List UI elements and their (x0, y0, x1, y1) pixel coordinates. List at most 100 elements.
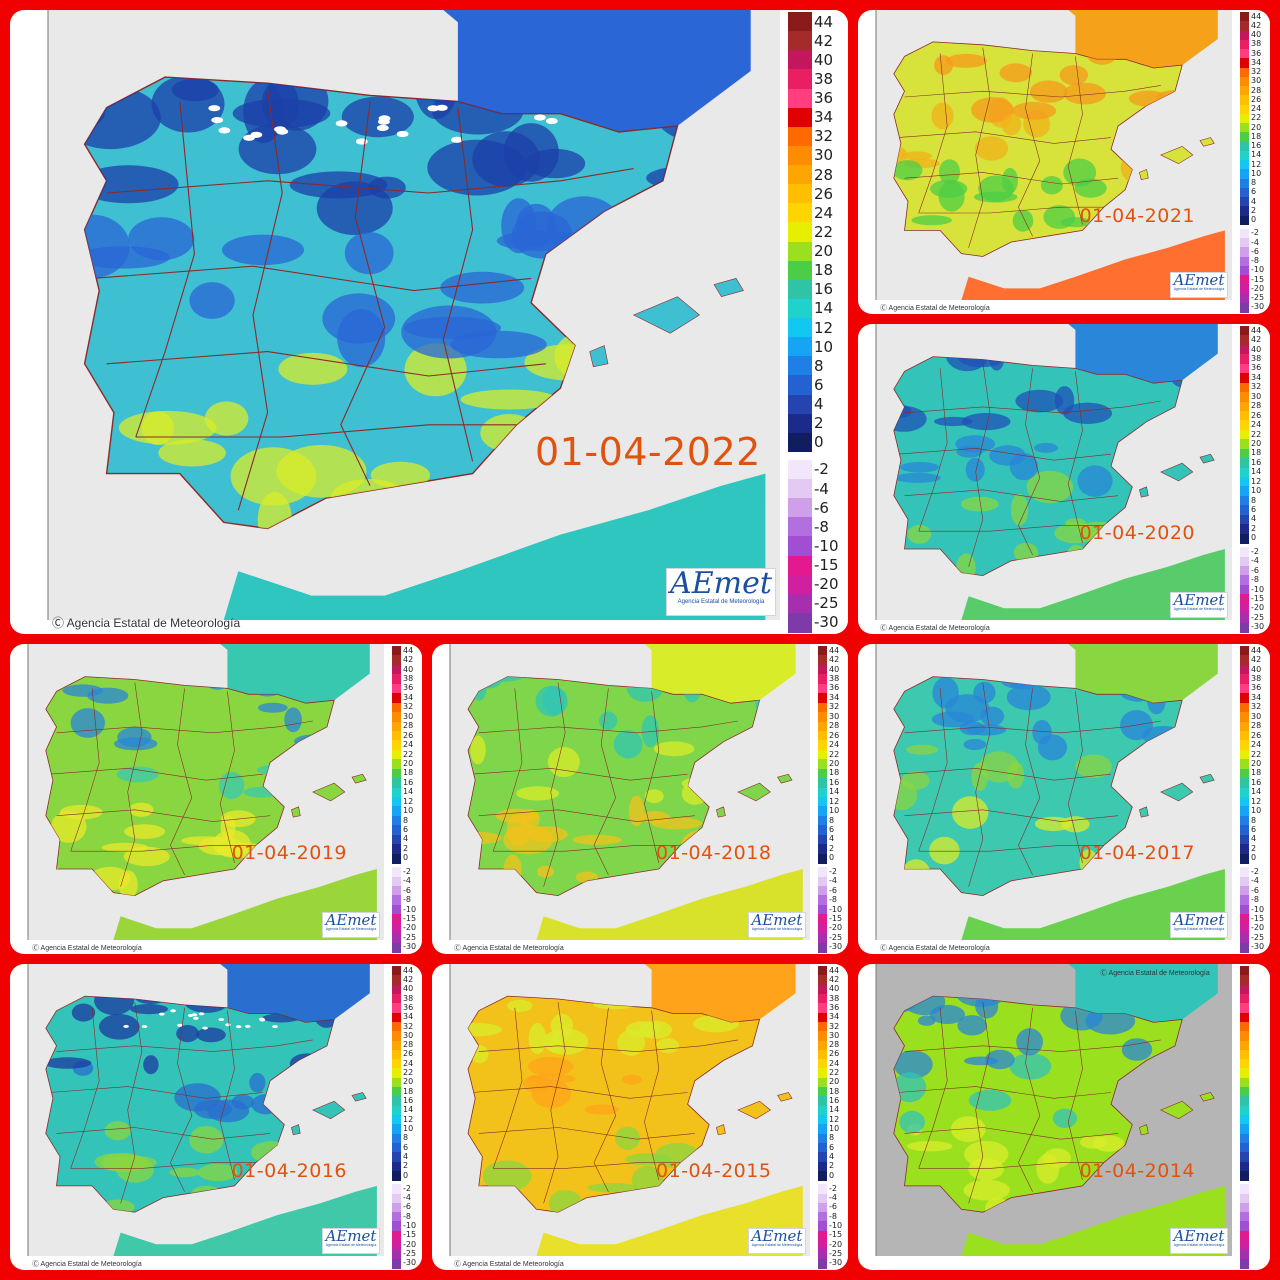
scale-swatch (788, 145, 812, 166)
scale-tick-label: 6 (1251, 187, 1257, 197)
scale-swatch (392, 1124, 401, 1135)
scale-tick-label: 22 (1251, 429, 1262, 439)
scale-swatch (1240, 373, 1249, 384)
island (1199, 1092, 1215, 1102)
scale-tick-label: 38 (403, 993, 414, 1003)
scale-tick-label: -20 (1251, 923, 1265, 933)
scale-swatch (392, 1152, 401, 1163)
scale-swatch (1240, 95, 1249, 105)
scale-tick-label: 18 (829, 768, 840, 778)
scale-swatch (1240, 1124, 1249, 1135)
scale-swatch (818, 759, 827, 770)
scale-swatch (1240, 966, 1249, 976)
scale-tick-label: 26 (829, 1049, 840, 1059)
scale-swatch (1240, 664, 1249, 675)
scale-swatch (1240, 815, 1249, 826)
scale-swatch (1240, 486, 1249, 497)
island (716, 806, 726, 818)
scale-swatch (392, 885, 401, 896)
scale-tick-label: 36 (1251, 48, 1262, 58)
scale-swatch (818, 1087, 827, 1097)
scale-tick-label: 22 (829, 749, 840, 759)
scale-swatch (392, 914, 401, 925)
island (589, 345, 609, 368)
temperature-scale: 44 42 40 38 36 34 32 30 28 26 24 22 20 18 16 14 12 10 8 6 4 2… (816, 644, 848, 954)
scale-swatch (1240, 150, 1249, 161)
africa-area (536, 1185, 803, 1256)
map-panel-2016: 01-04-2016 Ⓒ Agencia Estatal de Meteorolo… (10, 964, 422, 1270)
scale-swatch (1240, 363, 1249, 374)
scale-swatch (1240, 844, 1249, 855)
scale-swatch (1240, 187, 1249, 198)
scale-tick-label: -20 (403, 923, 417, 933)
scale-tick-label: -25 (829, 932, 843, 942)
scale-tick-label: 28 (1251, 401, 1262, 411)
aemet-logo: AEmet Agencia Estatal de Meteorología (322, 912, 380, 938)
scale-tick-label: 8 (403, 1133, 409, 1143)
scale-tick-label: -4 (1251, 876, 1259, 886)
island (777, 1092, 793, 1102)
scale-swatch (818, 702, 827, 713)
scale-swatch (1240, 693, 1249, 704)
scale-swatch (1240, 721, 1249, 732)
temperature-scale: 44 42 40 38 36 34 32 30 28 26 24 22 20 18 16 14 12 10 8 6 4 2… (390, 644, 422, 954)
scale-swatch (818, 1249, 827, 1260)
scale-swatch (818, 1230, 827, 1241)
scale-swatch (1240, 876, 1249, 887)
scale-tick-label: 18 (403, 768, 414, 778)
scale-swatch (1240, 1161, 1249, 1172)
scale-swatch (1240, 914, 1249, 925)
scale-swatch (1240, 1133, 1249, 1144)
scale-swatch (392, 993, 401, 1004)
aemet-logo: AEmet Agencia Estatal de Meteorología (1170, 592, 1228, 618)
scale-swatch (1240, 1258, 1249, 1269)
map-date-label: 01-04-2016 (231, 1159, 348, 1182)
scale-swatch (392, 1077, 401, 1088)
france-area (220, 964, 370, 1023)
scale-tick-label: 0 (1251, 533, 1257, 543)
scale-swatch (818, 1152, 827, 1163)
scale-tick-label: -30 (403, 942, 417, 952)
scale-tick-label: -8 (829, 895, 837, 905)
scale-swatch (1240, 49, 1249, 59)
scale-tick-label: 38 (1251, 674, 1262, 684)
scale-swatch (392, 815, 401, 826)
scale-swatch (818, 1170, 827, 1181)
scale-tick-label: 8 (1251, 815, 1257, 825)
scale-tick-label: 28 (829, 721, 840, 731)
scale-swatch (1240, 683, 1249, 694)
scale-tick-label: 14 (1251, 150, 1262, 160)
scale-tick-label: -6 (1251, 885, 1259, 895)
scale-tick-label: -20 (829, 923, 843, 933)
temperature-scale (1238, 964, 1270, 1270)
scale-swatch (818, 815, 827, 826)
scale-swatch (818, 867, 827, 877)
scale-swatch (392, 797, 401, 807)
scale-swatch (1240, 275, 1249, 285)
scale-tick-label: 32 (829, 1021, 840, 1031)
scale-swatch (1240, 505, 1249, 516)
scale-tick-label: 38 (1251, 354, 1262, 364)
scale-tick-label: 36 (829, 1002, 840, 1012)
scale-swatch (788, 279, 812, 300)
scale-swatch (1240, 778, 1249, 789)
aemet-logo: AEmet Agencia Estatal de Meteorología (1170, 1228, 1228, 1254)
scale-tick-label: 12 (814, 318, 834, 337)
scale-tick-label: 30 (403, 711, 414, 721)
scale-tick-label: 36 (814, 89, 834, 108)
scale-tick-label: -2 (829, 866, 837, 876)
scale-swatch (392, 1003, 401, 1014)
scale-tick-label: 26 (1251, 410, 1262, 420)
scale-tick-label: 0 (403, 853, 409, 863)
scale-tick-label: 0 (1251, 215, 1257, 225)
scale-swatch (1240, 1170, 1249, 1181)
island (716, 1124, 726, 1136)
scale-tick-label: -25 (403, 932, 417, 942)
scale-tick-label: 30 (403, 1030, 414, 1040)
scale-swatch (788, 555, 812, 576)
scale-tick-label: 2 (1251, 205, 1257, 215)
scale-tick-label: 40 (829, 664, 840, 674)
scale-swatch (818, 1212, 827, 1222)
scale-tick-label: -8 (1251, 256, 1259, 266)
scale-tick-label: 16 (829, 777, 840, 787)
